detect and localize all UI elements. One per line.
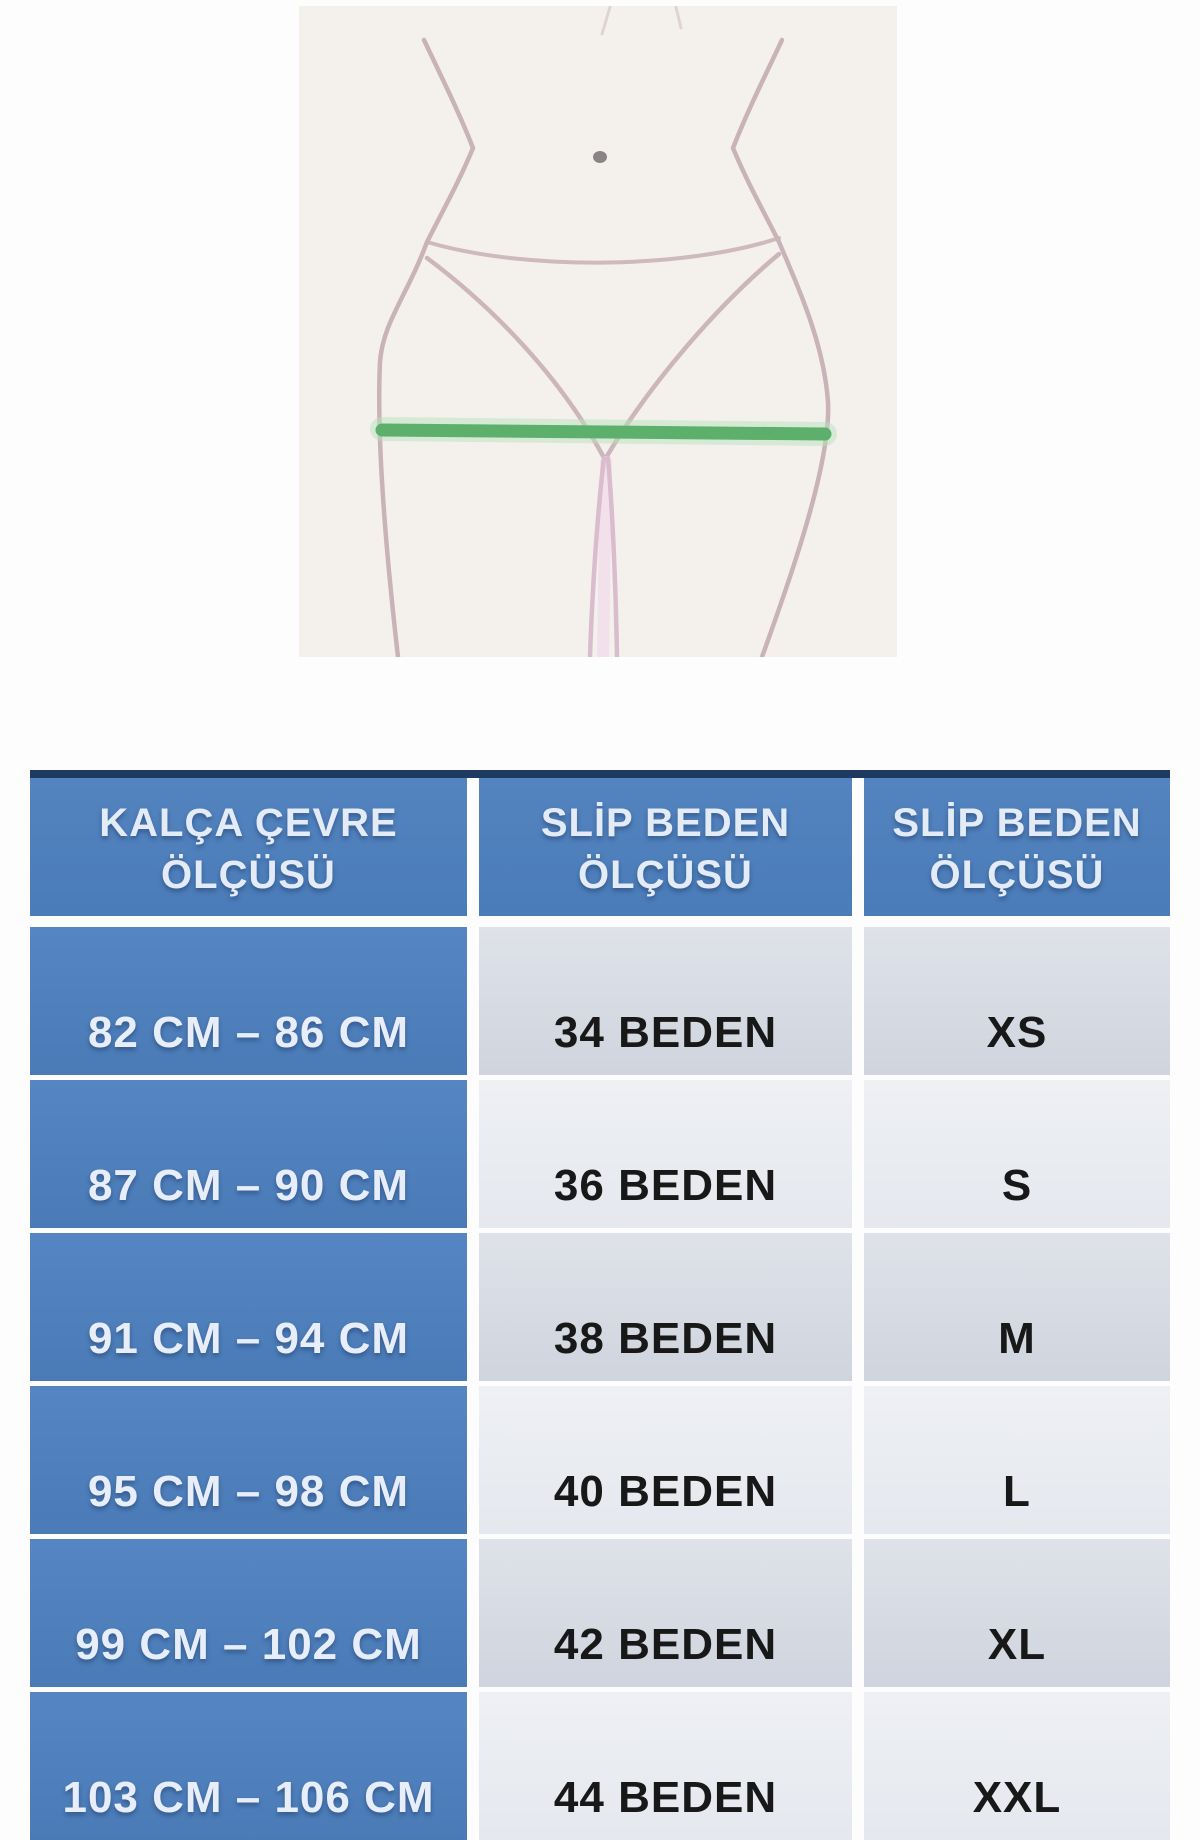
- table-row: 91 CM – 94 CM 38 BEDEN M: [30, 1233, 1170, 1381]
- table-row: 99 CM – 102 CM 42 BEDEN XL: [30, 1539, 1170, 1687]
- hip-range-cell: 91 CM – 94 CM: [30, 1233, 467, 1381]
- size-intl-cell: XL: [864, 1539, 1170, 1687]
- header-slip-size-intl: SLİP BEDEN ÖLÇÜSÜ: [864, 778, 1170, 916]
- inner-thigh-highlight: [597, 456, 612, 657]
- table-row: 82 CM – 86 CM 34 BEDEN XS: [30, 927, 1170, 1075]
- header-slip-size-tr: SLİP BEDEN ÖLÇÜSÜ: [479, 778, 852, 916]
- table-row: 87 CM – 90 CM 36 BEDEN S: [30, 1080, 1170, 1228]
- table-row: 95 CM – 98 CM 40 BEDEN L: [30, 1386, 1170, 1534]
- table-body: 82 CM – 86 CM 34 BEDEN XS 87 CM – 90 CM …: [30, 927, 1170, 1840]
- size-intl-cell: M: [864, 1233, 1170, 1381]
- table-header-row: KALÇA ÇEVRE ÖLÇÜSÜ SLİP BEDEN ÖLÇÜSÜ SLİ…: [30, 778, 1170, 916]
- hip-range-cell: 95 CM – 98 CM: [30, 1386, 467, 1534]
- header-line: SLİP BEDEN: [892, 801, 1142, 845]
- header-line: SLİP BEDEN: [540, 801, 791, 845]
- size-chart-table: KALÇA ÇEVRE ÖLÇÜSÜ SLİP BEDEN ÖLÇÜSÜ SLİ…: [30, 770, 1170, 1840]
- table-row: 103 CM – 106 CM 44 BEDEN XXL: [30, 1692, 1170, 1840]
- inner-thigh-line-left: [587, 455, 607, 657]
- size-chart-page: KALÇA ÇEVRE ÖLÇÜSÜ SLİP BEDEN ÖLÇÜSÜ SLİ…: [30, 6, 1170, 1840]
- hip-range-cell: 103 CM – 106 CM: [30, 1692, 467, 1840]
- size-tr-cell: 36 BEDEN: [479, 1080, 852, 1228]
- size-tr-cell: 38 BEDEN: [479, 1233, 852, 1381]
- torso-top-mark-right: [674, 6, 683, 30]
- size-intl-cell: XS: [864, 927, 1170, 1075]
- hip-measurement-illustration: [299, 6, 897, 657]
- inner-thigh-line-right: [605, 455, 620, 657]
- header-line: ÖLÇÜSÜ: [929, 853, 1105, 897]
- hip-range-cell: 87 CM – 90 CM: [30, 1080, 467, 1228]
- hip-measuring-band: [375, 423, 832, 441]
- size-intl-cell: S: [864, 1080, 1170, 1228]
- header-line: ÖLÇÜSÜ: [578, 853, 753, 897]
- navel-dot: [593, 151, 607, 163]
- body-outline-left: [377, 37, 476, 657]
- hip-range-cell: 82 CM – 86 CM: [30, 927, 467, 1075]
- size-tr-cell: 42 BEDEN: [479, 1539, 852, 1687]
- size-tr-cell: 34 BEDEN: [479, 927, 852, 1075]
- size-tr-cell: 40 BEDEN: [479, 1386, 852, 1534]
- size-intl-cell: XXL: [864, 1692, 1170, 1840]
- header-hip-circumference: KALÇA ÇEVRE ÖLÇÜSÜ: [30, 778, 467, 916]
- hip-range-cell: 99 CM – 102 CM: [30, 1539, 467, 1687]
- size-tr-cell: 44 BEDEN: [479, 1692, 852, 1840]
- panty-waistband-line: [425, 236, 781, 265]
- body-outline-right: [730, 37, 831, 657]
- header-line: ÖLÇÜSÜ: [161, 853, 336, 897]
- torso-top-mark-left: [600, 6, 612, 36]
- body-outline-drawing: [370, 6, 837, 657]
- header-line: KALÇA ÇEVRE: [99, 801, 398, 845]
- size-intl-cell: L: [864, 1386, 1170, 1534]
